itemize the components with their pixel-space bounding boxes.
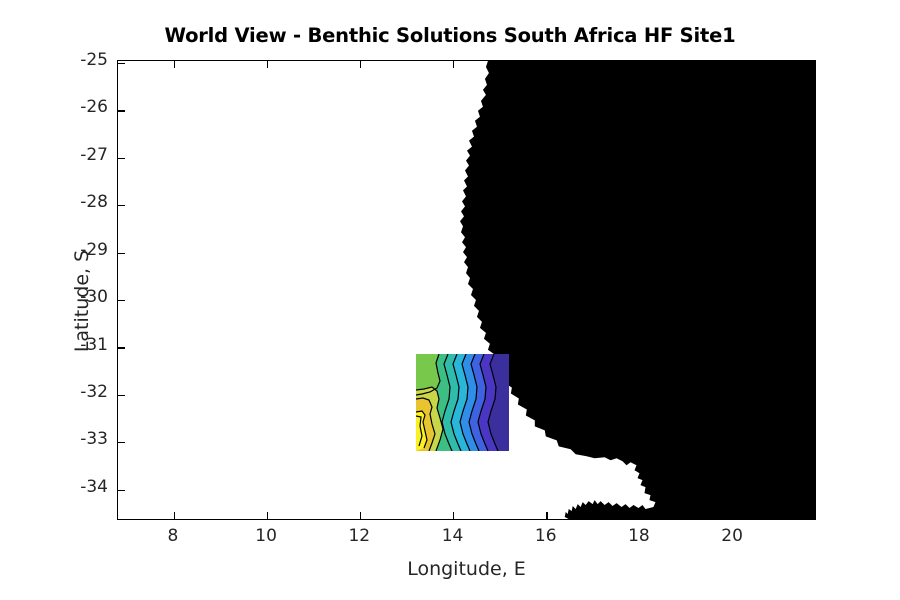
xtick-12-bottom bbox=[360, 512, 362, 519]
ytick-31-left bbox=[118, 347, 125, 349]
ytick-33-left bbox=[118, 442, 125, 444]
x-tick-label-10: 10 bbox=[255, 526, 277, 546]
ytick-33-right bbox=[808, 442, 815, 444]
xtick-20-bottom bbox=[732, 512, 735, 519]
y-tick-label--34: -34 bbox=[80, 476, 108, 497]
y-tick-label--30: -30 bbox=[80, 287, 108, 308]
xtick-10-top bbox=[266, 61, 269, 68]
xtick-20-top bbox=[732, 61, 735, 68]
contour-band-4 bbox=[416, 354, 440, 395]
ytick-30-left bbox=[118, 300, 125, 302]
xtick-18-bottom bbox=[639, 512, 641, 519]
ytick-28-right bbox=[808, 205, 815, 207]
x-tick-label-18: 18 bbox=[628, 526, 650, 546]
contour-lines bbox=[416, 354, 499, 451]
x-tick-label-12: 12 bbox=[348, 526, 371, 546]
ytick-31-right bbox=[808, 347, 815, 349]
xtick-16-bottom bbox=[546, 512, 548, 519]
y-tick-label--32: -32 bbox=[80, 381, 108, 402]
plot-area[interactable] bbox=[117, 60, 816, 520]
ytick-28-left bbox=[118, 205, 125, 207]
y-tick-label--33: -33 bbox=[80, 429, 108, 450]
contour-plot bbox=[416, 354, 509, 451]
ytick-25-right bbox=[808, 63, 815, 65]
y-tick-label--27: -27 bbox=[80, 144, 108, 165]
ytick-26-left bbox=[118, 110, 125, 112]
y-tick-label--26: -26 bbox=[80, 97, 108, 118]
x-tick-label-16: 16 bbox=[534, 526, 557, 546]
x-tick-label-14: 14 bbox=[441, 526, 464, 546]
y-tick-label--29: -29 bbox=[80, 239, 108, 260]
ytick-32-right bbox=[808, 394, 815, 397]
xtick-8-bottom bbox=[173, 512, 175, 519]
x-tick-label-20: 20 bbox=[721, 526, 743, 546]
ytick-32-left bbox=[118, 394, 125, 397]
ytick-27-right bbox=[808, 157, 815, 160]
cape-peninsula-detail bbox=[626, 419, 642, 434]
ytick-29-right bbox=[808, 252, 815, 254]
xtick-10-bottom bbox=[266, 512, 269, 519]
ytick-34-right bbox=[808, 489, 815, 491]
page-title: World View - Benthic Solutions South Afr… bbox=[164, 24, 736, 47]
x-axis-title: Longitude, E bbox=[407, 558, 526, 580]
x-tick-label-8: 8 bbox=[167, 526, 179, 546]
xtick-14-top bbox=[453, 61, 455, 68]
xtick-16-top bbox=[546, 61, 548, 68]
y-tick-label--31: -31 bbox=[80, 334, 108, 355]
site-contour-inset[interactable] bbox=[416, 354, 509, 451]
xtick-12-top bbox=[360, 61, 362, 68]
ytick-27-left bbox=[118, 157, 125, 160]
xtick-14-bottom bbox=[453, 512, 455, 519]
xtick-8-top bbox=[173, 61, 175, 68]
small-island-detail bbox=[621, 428, 629, 436]
ytick-25-left bbox=[118, 63, 125, 65]
y-tick-label--25: -25 bbox=[80, 50, 108, 70]
ytick-34-left bbox=[118, 489, 125, 491]
xtick-18-top bbox=[639, 61, 641, 68]
ytick-26-right bbox=[808, 110, 815, 112]
ytick-30-right bbox=[808, 300, 815, 302]
ytick-29-left bbox=[118, 252, 125, 254]
y-tick-label--28: -28 bbox=[80, 192, 108, 213]
landmass-africa bbox=[460, 61, 815, 519]
